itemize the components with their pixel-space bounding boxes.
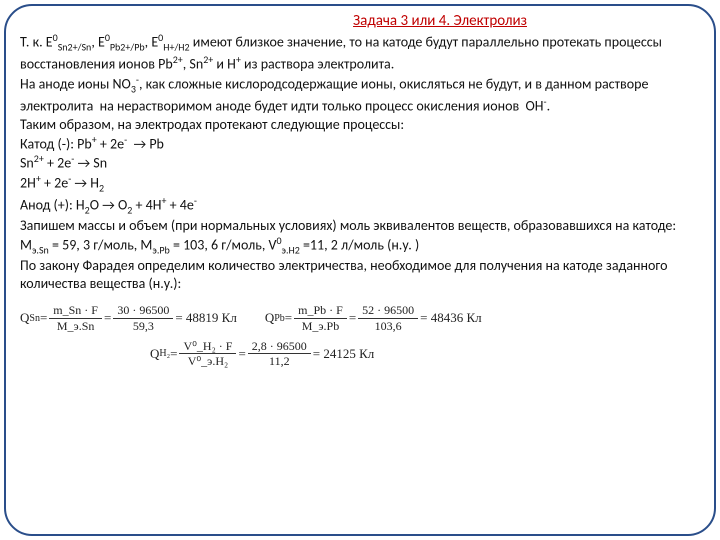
body-text: Т. к. E0Sn2+/Sn, E0Pb2+/Pb, E0H+/H2 имею… xyxy=(20,32,700,293)
paragraph: Запишем массы и объем (при нормальных ус… xyxy=(20,217,700,235)
denominator: 11,2 xyxy=(248,354,311,368)
numerator: 52 · 96500 xyxy=(358,303,418,318)
slide: Задача 3 или 4. Электролиз Т. к. E0Sn2+/… xyxy=(0,0,720,540)
anode-line: Анод (+): H2O → O2 + 4H+ + 4e- xyxy=(20,195,700,217)
formula-qpb: QPb = m_Pb · FM_э.Pb = 52 · 96500103,6 =… xyxy=(265,303,482,333)
paragraph: На аноде ионы NO3-, как сложные кислород… xyxy=(20,74,700,116)
denominator: M_э.Sn xyxy=(49,319,102,333)
numerator: m_Sn · F xyxy=(49,303,102,318)
slide-title: Задача 3 или 4. Электролиз xyxy=(20,12,700,30)
content-frame: Задача 3 или 4. Электролиз Т. к. E0Sn2+/… xyxy=(4,4,716,536)
formula-row-2: QH₂ = V⁰_H₂ · FV⁰_э.H₂ = 2,8 · 9650011,2… xyxy=(20,339,700,369)
result: = 48436 Кл xyxy=(420,310,482,326)
paragraph: Mэ.Sn = 59, 3 г/моль, Mэ.Pb = 103, 6 г/м… xyxy=(20,235,700,257)
denominator: 59,3 xyxy=(113,319,173,333)
denominator: M_э.Pb xyxy=(294,319,347,333)
result: = 24125 Кл xyxy=(313,346,375,362)
paragraph: По закону Фарадея определим количество э… xyxy=(20,257,700,293)
denominator: V⁰_э.H₂ xyxy=(179,354,236,368)
paragraph: Таким образом, на электродах протекают с… xyxy=(20,116,700,134)
cathode-line: 2H+ + 2e- → H2 xyxy=(20,173,700,195)
cathode-line: Sn2+ + 2e- → Sn xyxy=(20,153,700,173)
cathode-line: Катод (-): Pb+ + 2e- → Pb xyxy=(20,134,700,154)
numerator: 30 · 96500 xyxy=(113,303,173,318)
result: = 48819 Кл xyxy=(175,310,237,326)
formula-qsn: QSn = m_Sn · FM_э.Sn = 30 · 9650059,3 = … xyxy=(20,303,237,333)
paragraph: Т. к. E0Sn2+/Sn, E0Pb2+/Pb, E0H+/H2 имею… xyxy=(20,32,700,74)
formula-row-1: QSn = m_Sn · FM_э.Sn = 30 · 9650059,3 = … xyxy=(20,303,700,333)
numerator: V⁰_H₂ · F xyxy=(179,339,236,354)
formula-qh2: QH₂ = V⁰_H₂ · FV⁰_э.H₂ = 2,8 · 9650011,2… xyxy=(150,339,374,369)
denominator: 103,6 xyxy=(358,319,418,333)
numerator: m_Pb · F xyxy=(294,303,347,318)
numerator: 2,8 · 96500 xyxy=(248,339,311,354)
